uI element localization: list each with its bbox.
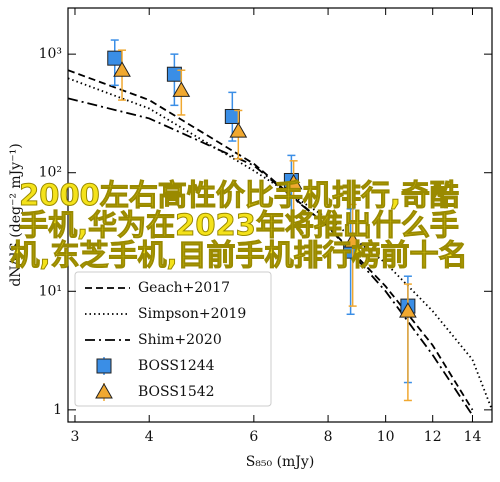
- legend-label: Simpson+2019: [138, 306, 246, 322]
- data-point: [166, 66, 182, 82]
- model-line: [68, 69, 474, 411]
- legend-box: [74, 271, 272, 407]
- model-line: [68, 97, 474, 416]
- legend-label: BOSS1542: [138, 384, 215, 400]
- y-tick-label: 10²: [39, 165, 62, 181]
- y-tick-label: 10¹: [39, 283, 62, 299]
- legend-label: Shim+2020: [138, 332, 222, 348]
- y-tick-label: 1: [53, 402, 62, 418]
- x-axis-label: S₈₅₀ (mJy): [246, 454, 315, 470]
- data-point: [113, 61, 131, 77]
- y-axis-label: dN/dS (deg⁻² mJy⁻¹): [8, 143, 24, 286]
- legend-label: Geach+2017: [138, 280, 230, 296]
- x-tick-label: 8: [324, 429, 333, 445]
- data-point: [107, 50, 123, 66]
- data-point: [172, 81, 191, 97]
- data-point: [343, 232, 362, 248]
- data-point: [399, 302, 417, 318]
- legend-marker: [95, 382, 113, 399]
- y-tick-label: 10³: [39, 46, 62, 62]
- x-tick-label: 10: [377, 429, 395, 445]
- data-point: [224, 108, 240, 124]
- x-tick-label: 4: [145, 429, 154, 445]
- x-tick-label: 6: [249, 429, 258, 445]
- x-tick-label: 3: [71, 429, 80, 445]
- data-point: [284, 173, 303, 190]
- x-tick-label: 12: [424, 429, 442, 445]
- plot-frame: [67, 7, 493, 423]
- data-point: [229, 122, 248, 138]
- legend-label: BOSS1244: [138, 358, 215, 374]
- x-tick-label: 14: [464, 429, 482, 445]
- legend-marker: [96, 358, 112, 374]
- overlay-text: 2000左右高性价比手机排行,奇酷手机,华为在2023年将推出什么手机,东芝手机…: [10, 178, 468, 272]
